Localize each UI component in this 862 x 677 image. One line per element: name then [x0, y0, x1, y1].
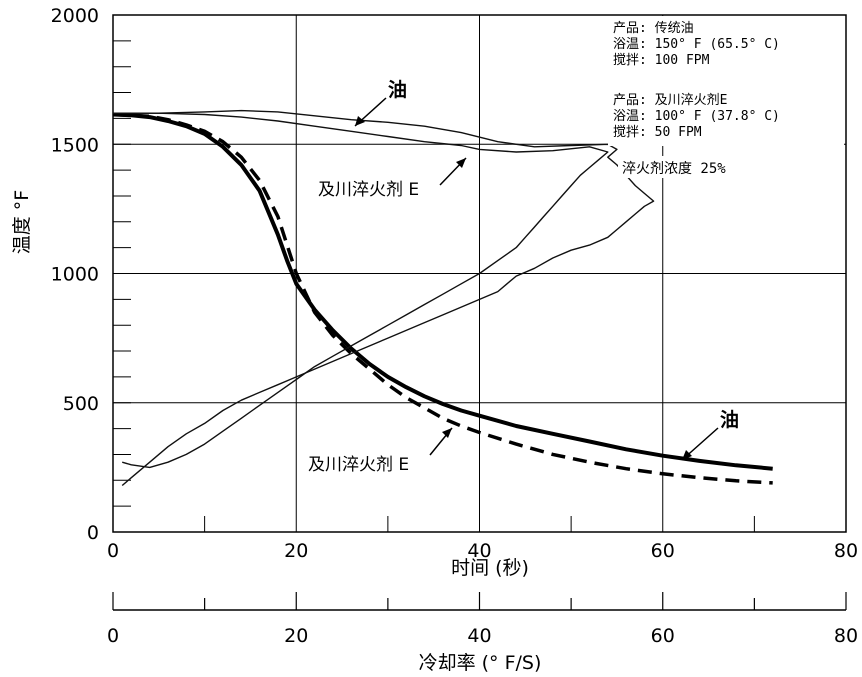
y-tick-label: 0 [87, 522, 99, 544]
secondary-tick-label: 60 [651, 625, 675, 647]
series-line-agent-time [112, 112, 773, 485]
y-axis-title: 温度 °F [11, 190, 33, 254]
y-tick-label: 500 [63, 393, 99, 415]
annotation-oil-top: 油 [388, 79, 407, 101]
info-box-bg [608, 16, 844, 146]
minor-ticks [113, 40, 755, 532]
x-tick-labels: 0 20 40 60 80 [107, 540, 858, 562]
series-line-oil-rate [113, 109, 655, 487]
secondary-axis-ticks: 0 20 40 60 80 [107, 592, 858, 647]
secondary-tick-label: 20 [284, 625, 308, 647]
concentration-bg [618, 156, 778, 178]
info-line-4: 产品: 及川淬火剂E [613, 93, 727, 108]
x-tick-label: 40 [467, 540, 491, 562]
series-group [112, 109, 773, 487]
info-line-1: 产品: 传统油 [613, 21, 694, 36]
annotation-oil-top-arrowhead [355, 116, 365, 126]
y-tick-labels: 0 500 1000 1500 2000 [51, 5, 99, 544]
x-tick-label: 80 [834, 540, 858, 562]
concentration-label: 淬火剂浓度 25% [622, 161, 726, 177]
x-tick-label: 20 [284, 540, 308, 562]
series-line-agent-rate [113, 112, 609, 469]
annotation-agent-bottom-arrowhead [442, 428, 452, 438]
annotation-agent-bottom: 及川淬火剂 E [308, 455, 409, 475]
info-box: 产品: 传统油 浴温: 150° F (65.5° C) 搅拌: 100 FPM… [613, 21, 780, 140]
y-tick-label: 1000 [51, 264, 99, 286]
secondary-tick-label: 40 [467, 625, 491, 647]
secondary-axis-title: 冷却率 (° F/S) [419, 652, 542, 674]
info-line-6: 搅拌: 50 FPM [613, 124, 702, 140]
info-line-5: 浴温: 100° F (37.8° C) [613, 109, 780, 124]
secondary-tick-label: 0 [107, 625, 119, 647]
series-line-oil-time [112, 112, 773, 471]
info-line-2: 浴温: 150° F (65.5° C) [613, 37, 780, 52]
annotation-agent-top-arrowhead [456, 158, 466, 168]
annotation-agent-top: 及川淬火剂 E [318, 180, 419, 200]
x-tick-label: 60 [651, 540, 675, 562]
x-axis-title: 时间 (秒) [451, 557, 529, 579]
info-line-3: 搅拌: 100 FPM [613, 52, 710, 68]
x-tick-label: 0 [107, 540, 119, 562]
annotation-oil-bottom: 油 [720, 409, 739, 431]
y-tick-label: 2000 [51, 5, 99, 27]
annotation-oil-bottom-arrowhead [682, 450, 692, 460]
y-tick-label: 1500 [51, 134, 99, 156]
secondary-tick-label: 80 [834, 625, 858, 647]
